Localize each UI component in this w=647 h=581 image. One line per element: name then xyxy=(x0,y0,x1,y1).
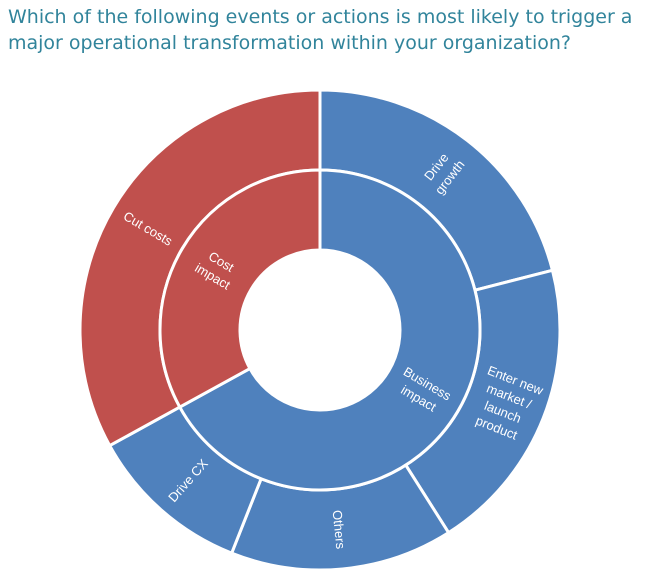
inner-segment xyxy=(177,168,482,492)
inner-segment xyxy=(158,168,322,410)
chart-title: Which of the following events or actions… xyxy=(8,6,633,54)
